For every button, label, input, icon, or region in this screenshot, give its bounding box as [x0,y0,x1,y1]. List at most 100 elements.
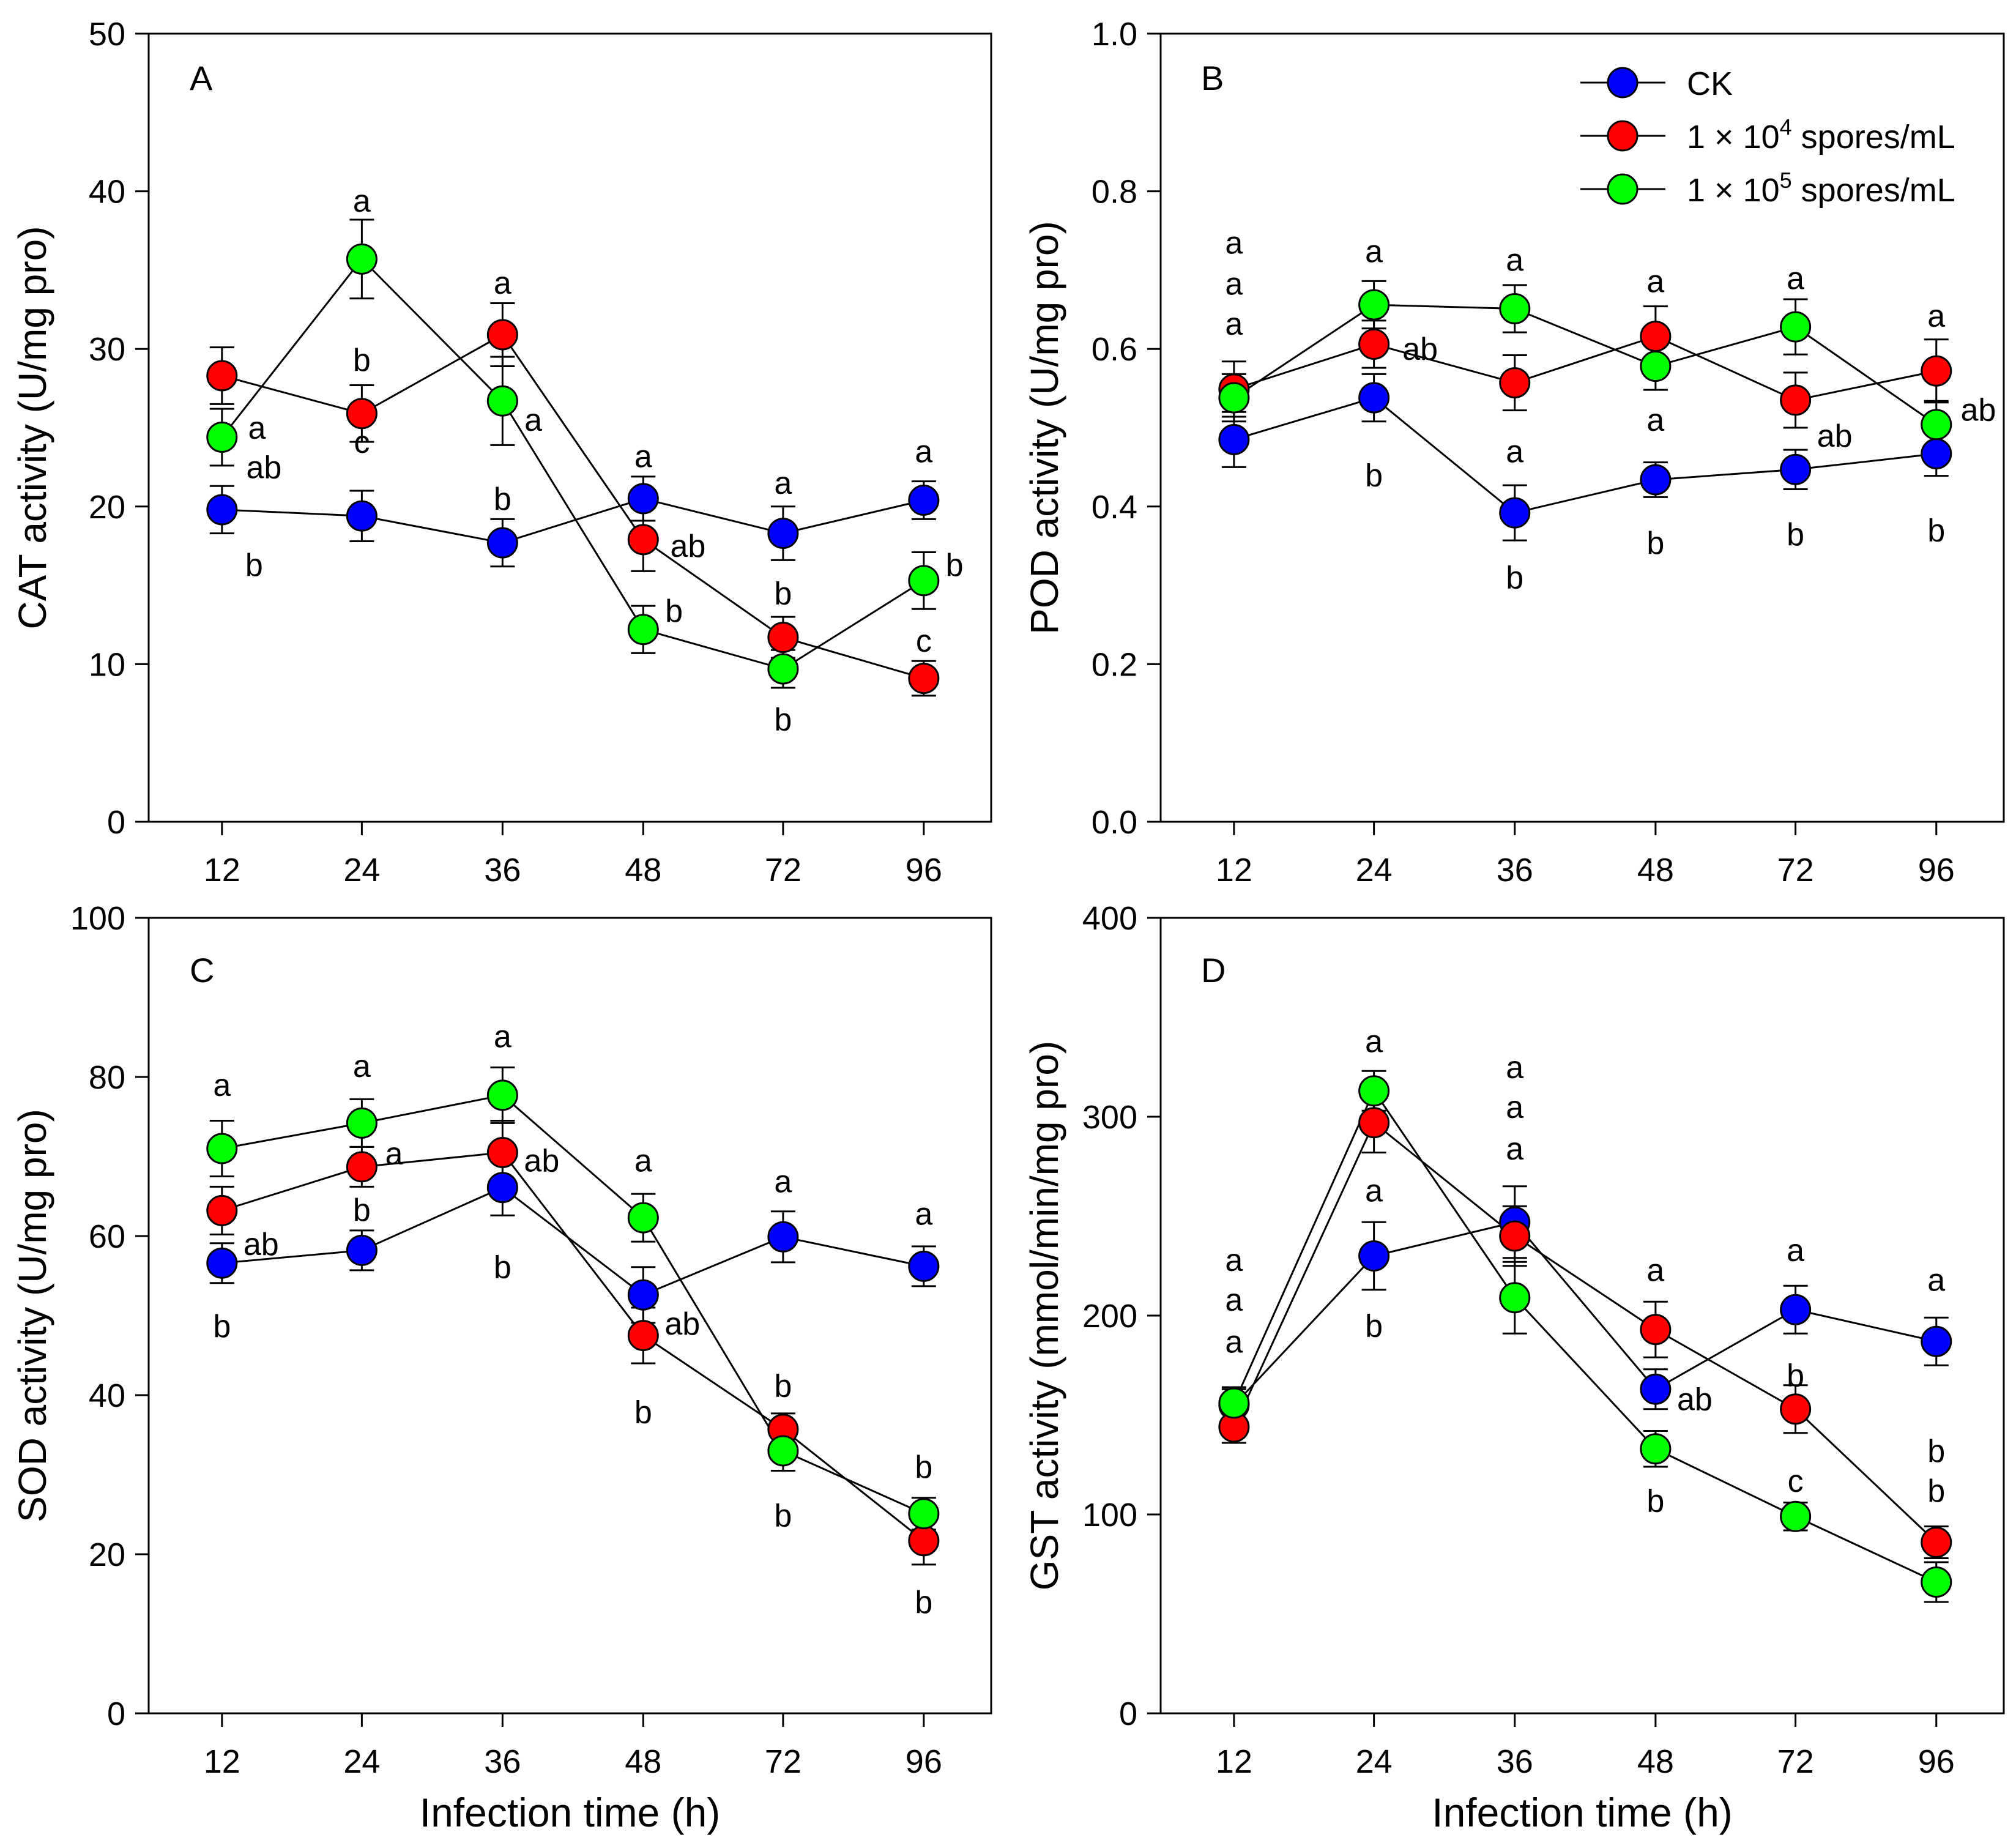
x-tick-label: 36 [484,1743,521,1780]
y-tick-label: 0.6 [1092,331,1137,368]
y-tick-label: 0 [1119,1696,1137,1732]
legend-marker [1607,67,1638,99]
y-tick-label: 50 [89,16,125,53]
legend: CK 1 × 104 spores/mL 1 × 105 spores/mL [1580,65,1955,209]
x-tick-label: 48 [625,852,661,888]
data-point [346,243,378,275]
significance-letter: a [915,1197,932,1232]
significance-letter: c [354,425,370,460]
significance-letter: a [1646,264,1664,299]
significance-letter: ab [664,1306,700,1342]
significance-letter: ab [524,1144,559,1179]
panel-A: A 0 10 20 30 40 50 12 24 36 48 72 96 CAT activity (U/… [10,16,992,888]
data-point [627,483,659,515]
significance-letter: b [1365,1308,1383,1344]
significance-letter: a [248,411,266,446]
significance-letter: b [665,594,683,629]
significance-letter: a [1506,243,1523,278]
panel-D: D 0 100 200 300 400 12 24 36 48 72 96 GST activity (… [1022,900,2005,1835]
significance-letter: a [1646,403,1664,438]
significance-letter: ab [1817,419,1853,454]
series-line [1233,1089,1937,1583]
x-tick-label: 72 [1777,852,1814,888]
x-axis-label: Infection time (h) [420,1790,721,1835]
y-tick-label: 80 [89,1059,125,1096]
significance-letter: b [494,482,511,517]
y-tick-label: 0.8 [1092,174,1137,210]
significance-letter: b [946,548,964,583]
significance-letter: ab [246,450,281,485]
y-tick-label: 300 [1082,1099,1137,1136]
legend-label: 1 × 104 spores/mL [1687,114,1955,155]
significance-letter: a [1506,1131,1523,1167]
x-tick-label: 96 [906,852,942,888]
significance-letter: a [1506,1050,1523,1086]
significance-letter: b [1787,517,1804,553]
y-tick-label: 10 [89,646,125,683]
y-axis-label: SOD activity (U/mg pro) [10,1109,54,1522]
significance-letter: a [494,1019,511,1055]
data-point [627,614,659,646]
data-point [1780,384,1812,416]
data-point [486,527,518,559]
significance-letter: ab [1677,1382,1713,1418]
significance-letter: b [1927,513,1945,548]
series-line [1233,304,1937,426]
y-tick-label: 20 [89,1536,125,1573]
data-point [767,1435,799,1467]
data-point [1358,1075,1390,1107]
significance-letter: ab [244,1227,279,1262]
x-tick-label: 72 [765,1743,802,1780]
panel-label: B [1201,59,1224,97]
significance-letter: b [634,1395,652,1430]
plot-frame [1159,32,2005,823]
significance-letter: a [634,439,652,474]
data-point [767,622,799,654]
panel-label: A [190,59,213,97]
data-point [767,518,799,549]
data-point [1640,1314,1672,1346]
y-tick-label: 20 [89,489,125,526]
significance-letter: b [353,1193,371,1228]
data-point [908,1498,940,1530]
y-tick-label: 1.0 [1092,16,1137,53]
panel-C: C 0 20 40 60 80 100 12 24 36 48 72 96 SOD activity (U… [10,900,992,1835]
significance-letter: a [1365,1024,1383,1060]
data-point [346,1234,378,1266]
plot-frame [147,917,992,1715]
panel-label: C [190,951,214,989]
x-tick-label: 48 [1637,1743,1674,1780]
data-point [486,1172,518,1204]
y-tick-label: 100 [70,900,125,937]
y-axis-label: GST activity (mmol/min/mg pro) [1022,1041,1066,1591]
data-point [767,653,799,685]
data-point [1358,289,1390,321]
series-line [1233,1121,1937,1543]
significance-letter: a [494,266,511,301]
y-tick-label: 100 [1082,1497,1137,1533]
data-point [1780,1393,1812,1425]
data-point [908,1250,940,1282]
significance-letter: a [353,184,371,219]
significance-letter: a [774,1164,792,1199]
significance-letter: ab [1960,392,1996,428]
data-point [1499,497,1531,529]
legend-label: CK [1687,65,1733,102]
x-tick-label: 96 [906,1743,942,1780]
significance-letter: a [1506,1090,1523,1125]
data-point [627,1279,659,1311]
significance-letter: b [1646,526,1664,561]
significance-letter: a [1365,234,1383,269]
series-line [1233,397,1936,514]
significance-letter: a [1646,1253,1664,1288]
data-point [1780,453,1812,485]
significance-letter: b [353,343,371,378]
x-tick-label: 12 [1216,852,1252,888]
y-tick-label: 400 [1082,900,1137,937]
significance-letter: ab [1402,332,1438,367]
significance-letter: a [385,1136,403,1172]
significance-letter: a [1787,1233,1804,1268]
significance-letter: a [1225,266,1243,302]
significance-letter: a [1225,307,1243,342]
significance-letter: a [915,434,932,470]
